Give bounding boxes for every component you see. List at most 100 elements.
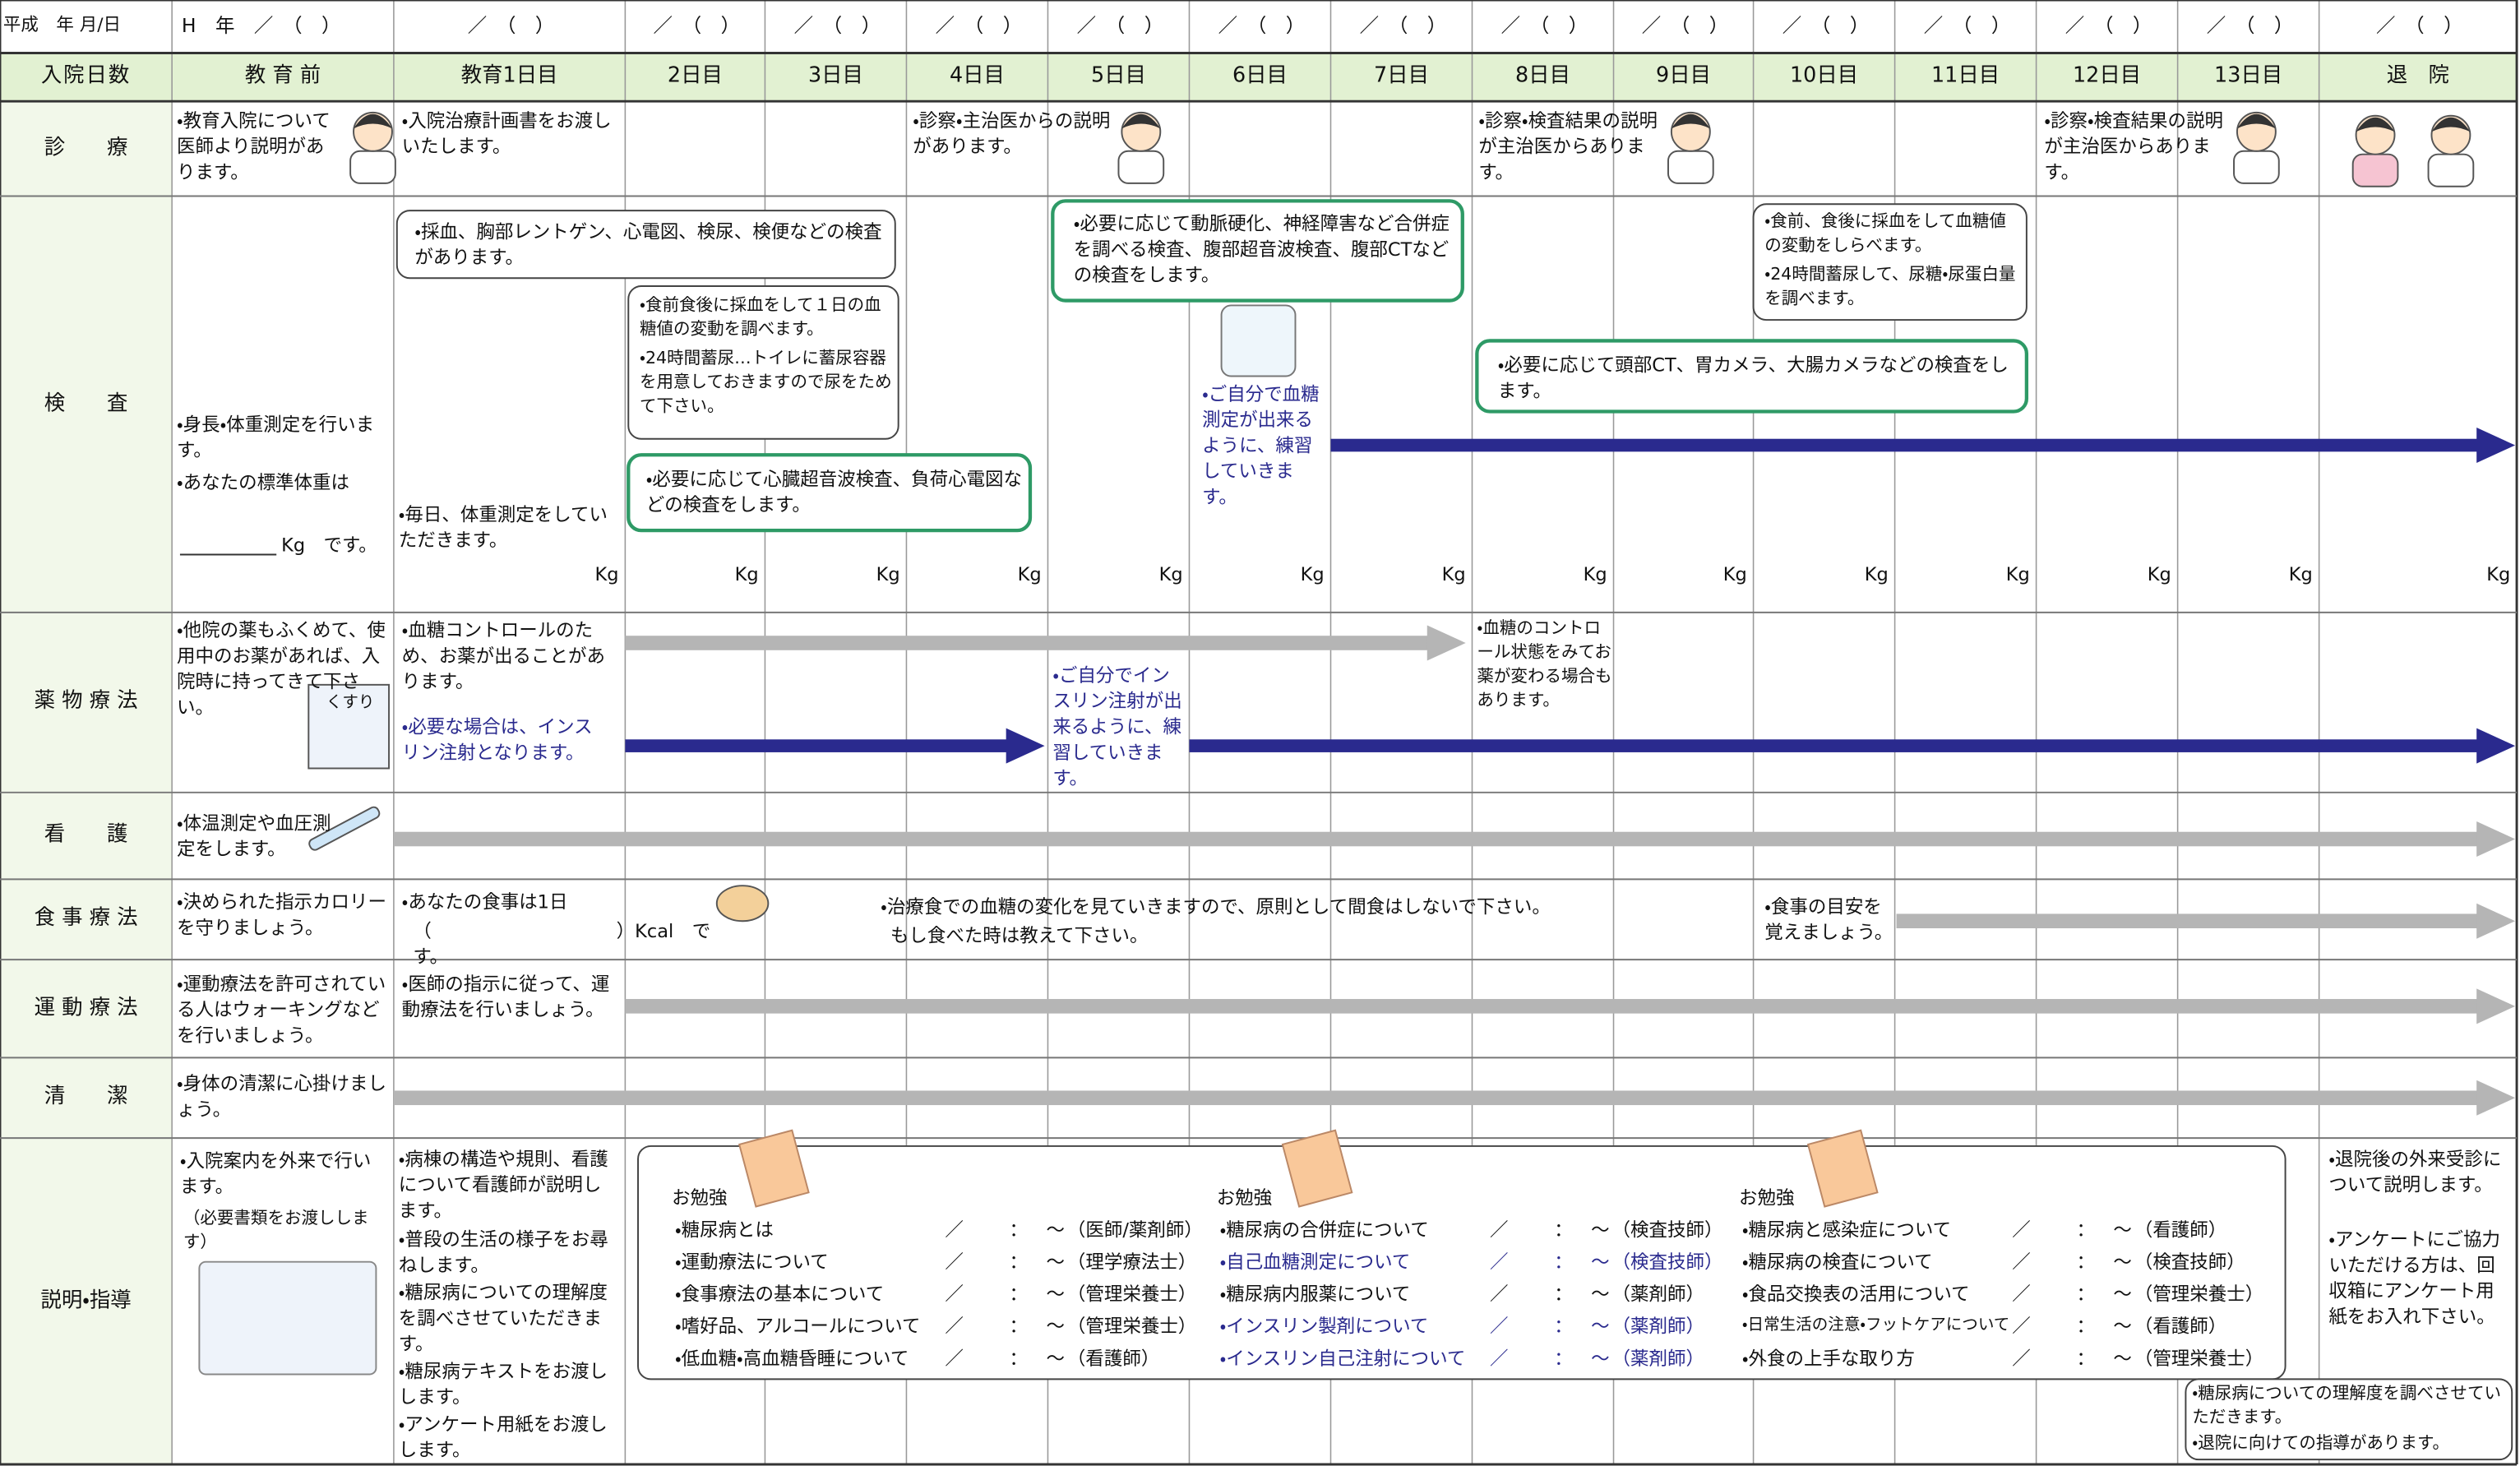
lesson-staff: （管理栄養士） — [1066, 1283, 1197, 1306]
note: ・糖尿病についての理解度を調べさせていただきます。 — [2192, 1384, 2502, 1428]
note-box — [627, 453, 1033, 533]
arrow-shaft — [393, 831, 2481, 847]
note: ・食事の目安を覚えましょう。 — [1764, 895, 1893, 944]
note: ・必要に応じて頭部CT、胃カメラ、大腸カメラなどの検査をします。 — [1497, 354, 2009, 402]
note: ・身体の清潔に心掛けましょう。 — [177, 1071, 386, 1121]
icon-device — [1220, 304, 1297, 377]
note: ・身長・体重測定を行います。 — [177, 413, 375, 462]
note: ・食前、食後に採血をして血糖値の変動をしらべます。 — [1764, 212, 2006, 256]
lesson-mark: ： — [2076, 1315, 2095, 1338]
icon-hair — [2431, 117, 2471, 132]
lesson-staff: （薬剤師） — [1611, 1283, 1704, 1306]
lesson-mark: ～ — [2113, 1218, 2132, 1242]
note: ・入院案内を外来で行います。 — [179, 1149, 372, 1198]
note: （ ）Kcal です。 — [413, 919, 711, 968]
lesson-staff: （看護師） — [2134, 1218, 2227, 1242]
note-box — [395, 210, 896, 280]
lesson-staff: （薬剤師） — [1611, 1315, 1704, 1338]
note: ・教育入院について医師より説明があります。 — [177, 109, 331, 183]
arrow-shaft — [1896, 913, 2481, 929]
row-label: 診 療 — [44, 136, 128, 160]
row-label: 清 潔 — [44, 1084, 128, 1109]
lesson-topic: ・外食の上手な取り方 — [1741, 1347, 1915, 1370]
lesson-mark: ～ — [1046, 1315, 1065, 1338]
lesson-mark: ～ — [1046, 1250, 1065, 1274]
label-col-bg — [0, 101, 173, 1465]
date-cell: ／ （ ） — [1076, 14, 1164, 37]
lesson-mark: ： — [1554, 1347, 1573, 1370]
lesson-mark: ： — [2076, 1283, 2095, 1306]
note: ・食前食後に採血をして１日の血糖値の変動を調べます。 — [639, 295, 881, 340]
weight-unit: Kg — [2486, 562, 2511, 585]
header-bg — [0, 53, 2518, 102]
date-cell: ／ （ ） — [467, 14, 555, 37]
icon-kit — [198, 1260, 377, 1376]
note: ・診察・主治医からの説明があります。 — [913, 109, 1111, 158]
lesson-mark: ／ — [1490, 1283, 1509, 1306]
lesson-mark: ： — [1009, 1218, 1029, 1242]
note: ・糖尿病についての理解度を調べさせていただきます。 — [398, 1281, 608, 1356]
weight-unit: Kg — [734, 562, 759, 585]
lesson-mark: ／ — [1490, 1315, 1509, 1338]
lesson-topic: ・インスリン製剤について — [1219, 1315, 1429, 1338]
day-cell: 8日目 — [1515, 64, 1571, 89]
lesson-topic: ・糖尿病と感染症について — [1741, 1218, 1952, 1242]
lesson-mark: ／ — [945, 1315, 964, 1338]
weight-unit: Kg — [1722, 562, 1747, 585]
lesson-mark: ～ — [2113, 1283, 2132, 1306]
day-cell: 6日目 — [1232, 64, 1288, 89]
lesson-mark: ／ — [2012, 1283, 2031, 1306]
arrow-head — [2476, 821, 2516, 858]
icon-bag — [307, 683, 391, 770]
row-label: 薬 物 療 法 — [34, 689, 138, 715]
lesson-staff: （検査技師） — [1611, 1218, 1723, 1242]
date-cell: ／ （ ） — [1500, 14, 1588, 37]
note: ・退院後の外来受診について説明します。 — [2328, 1147, 2502, 1196]
icon-thermo — [308, 806, 381, 851]
date-cell: ／ （ ） — [2065, 14, 2152, 37]
icon-hair — [2356, 117, 2395, 132]
lesson-mark: ： — [1554, 1218, 1573, 1242]
date-cell: ／ （ ） — [793, 14, 881, 37]
weight-unit: Kg — [1300, 562, 1325, 585]
icon-hair — [1121, 113, 1161, 129]
lesson-mark: ／ — [2012, 1218, 2031, 1242]
bag-label: くすり — [326, 694, 375, 713]
note: ・24時間蓄尿して、尿糖・尿蛋白量を調べます。 — [1764, 265, 2016, 309]
icon-body — [2233, 150, 2280, 184]
lesson-title: お勉強 — [1738, 1186, 1795, 1209]
lesson-topic: ・自己血糖測定について — [1219, 1250, 1411, 1274]
weight-unit: Kg — [1158, 562, 1183, 585]
lesson-mark: ： — [1554, 1283, 1573, 1306]
lesson-mark: ／ — [1490, 1347, 1509, 1370]
lesson-mark: ～ — [1591, 1315, 1610, 1338]
day-cell: 7日目 — [1373, 64, 1430, 89]
arrow-head — [2476, 428, 2516, 464]
weight-unit: Kg — [2288, 562, 2313, 585]
lesson-mark: ： — [1009, 1283, 1029, 1306]
weight-unit: Kg — [1017, 562, 1042, 585]
date-cell: ／ （ ） — [653, 14, 741, 37]
lesson-staff: （看護師） — [1066, 1347, 1160, 1370]
lesson-mark: ～ — [1591, 1218, 1610, 1242]
lesson-mark: ～ — [1591, 1347, 1610, 1370]
lesson-mark: ～ — [1046, 1347, 1065, 1370]
arrow-shaft — [625, 999, 2481, 1014]
note: ・血糖のコントロール状態をみてお薬が変わる場合もあります。 — [1477, 618, 1612, 711]
date-cell: ／ （ ） — [1923, 14, 2011, 37]
day-cell: 3日目 — [807, 64, 863, 89]
note-box — [1752, 203, 2028, 321]
weight-unit: Kg — [876, 562, 900, 585]
day-cell: 教 育 前 — [244, 64, 321, 89]
lesson-mark: ／ — [945, 1250, 964, 1274]
note-box — [627, 285, 899, 440]
lesson-staff: （管理栄養士） — [2134, 1347, 2264, 1370]
date-cell: ／ （ ） — [1641, 14, 1729, 37]
lesson-topic: ・糖尿病の検査について — [1741, 1250, 1933, 1274]
lesson-mark: ： — [1009, 1250, 1029, 1274]
note: ・ご自分でインスリン注射が出来るように、練習していきます。 — [1052, 664, 1182, 789]
arrow-head — [1006, 728, 1045, 764]
note: ・あなたの標準体重は — [177, 470, 349, 494]
note: ・毎日、体重測定をしていただきます。 — [398, 502, 608, 552]
